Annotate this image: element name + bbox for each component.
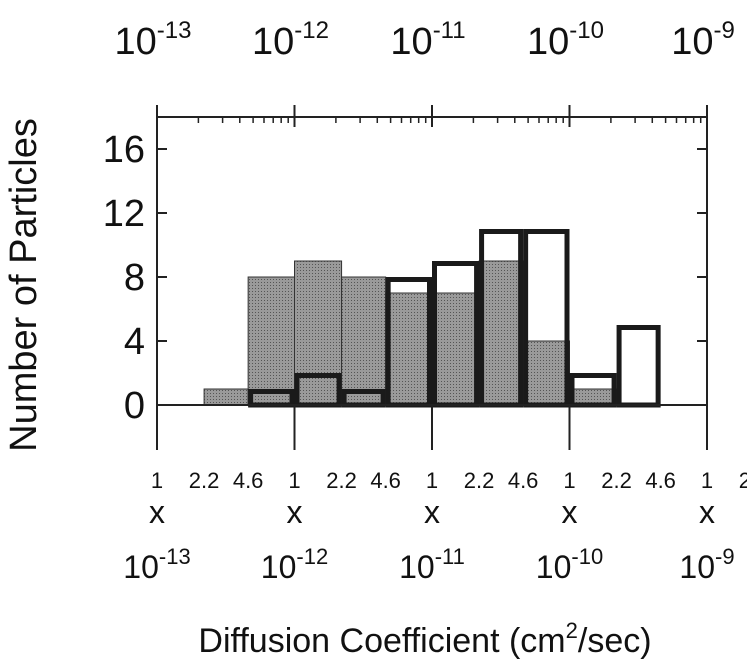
filled-bar <box>203 388 249 406</box>
filled-bar <box>341 276 387 406</box>
bottom-power-label: 10-11 <box>399 544 465 585</box>
top-tick-exponent: -13 <box>157 17 192 44</box>
y-tick-label: 12 <box>103 193 145 235</box>
top-x-tick-labels: 10-13 10-12 10-11 10-10 10-9 <box>115 17 735 63</box>
bottom-power-label: 10-12 <box>261 544 328 585</box>
y-tick-label: 16 <box>103 129 145 171</box>
bottom-multiplier-label: 1 <box>151 468 163 493</box>
top-tick-label: 10-9 <box>671 17 735 63</box>
top-tick-label: 10-10 <box>527 17 604 63</box>
bottom-multiplier-label: 1 <box>701 468 713 493</box>
y-tick-label: 8 <box>124 257 145 299</box>
bottom-power-base: 10 <box>536 549 572 585</box>
bottom-times-symbol: x <box>699 494 715 530</box>
bottom-power-base: 10 <box>399 549 435 585</box>
x-axis-label-superscript: 2 <box>566 618 578 643</box>
bottom-multiplier-label: 1 <box>563 468 575 493</box>
y-axis-label: Number of Particles <box>3 118 45 452</box>
top-tick-label: 10-12 <box>252 17 329 63</box>
bottom-power-label: 10-9 <box>679 544 734 585</box>
bottom-power-exponent: -12 <box>296 544 328 569</box>
axes <box>156 105 708 450</box>
y-tick-label: 4 <box>124 321 145 363</box>
bottom-power-exponent: -10 <box>571 544 603 569</box>
bottom-multiplier-label: 4.6 <box>233 468 264 493</box>
bottom-multiplier-label: 4.6 <box>370 468 401 493</box>
bottom-power-label: 10-13 <box>123 544 190 585</box>
top-tick-label: 10-11 <box>390 17 465 63</box>
filled-bar-series <box>203 260 618 406</box>
bottom-times-symbol: x <box>149 494 165 530</box>
bottom-multiplier-label: 2.2 <box>739 468 747 493</box>
y-tick-labels: 0 4 8 12 16 <box>103 129 707 427</box>
bottom-multiplier-label: 1 <box>288 468 300 493</box>
y-tick-label: 0 <box>124 385 145 427</box>
filled-bar <box>522 340 571 406</box>
filled-bar <box>431 292 480 406</box>
filled-bar <box>478 260 524 406</box>
top-tick-exponent: -9 <box>713 17 734 44</box>
bottom-multiplier-label: 2.2 <box>601 468 632 493</box>
top-tick-base: 10 <box>527 21 569 63</box>
bottom-power-label: 10-10 <box>536 544 603 585</box>
x-axis-label-main: Diffusion Coefficient (cm <box>198 622 565 660</box>
bottom-x-tick-labels: 12.24.612.24.612.24.612.24.612.2x10-13x1… <box>123 468 747 585</box>
x-axis-label: Diffusion Coefficient (cm2/sec) <box>198 618 651 660</box>
bottom-times-symbol: x <box>287 494 303 530</box>
filled-bar <box>385 292 433 406</box>
bottom-power-base: 10 <box>679 549 715 585</box>
bottom-times-symbol: x <box>424 494 440 530</box>
top-tick-base: 10 <box>671 21 713 63</box>
bottom-power-exponent: -9 <box>715 544 735 569</box>
filled-bar <box>247 276 295 406</box>
bottom-power-exponent: -11 <box>435 544 465 569</box>
top-tick-exponent: -12 <box>294 17 329 44</box>
bottom-multiplier-label: 2.2 <box>326 468 357 493</box>
bottom-power-base: 10 <box>261 549 297 585</box>
top-tick-label: 10-13 <box>115 17 192 63</box>
bottom-power-exponent: -13 <box>159 544 191 569</box>
bottom-multiplier-label: 4.6 <box>508 468 539 493</box>
x-axis-label-end: /sec) <box>578 622 652 660</box>
bottom-multiplier-label: 4.6 <box>645 468 676 493</box>
bottom-multiplier-label: 2.2 <box>189 468 220 493</box>
filled-bar <box>294 260 343 406</box>
top-tick-base: 10 <box>252 21 294 63</box>
top-tick-base: 10 <box>390 21 432 63</box>
top-tick-exponent: -10 <box>569 17 604 44</box>
top-tick-base: 10 <box>115 21 157 63</box>
bottom-power-base: 10 <box>123 549 159 585</box>
bottom-multiplier-label: 1 <box>426 468 438 493</box>
bottom-multiplier-label: 2.2 <box>464 468 495 493</box>
bottom-times-symbol: x <box>562 494 578 530</box>
top-tick-exponent: -11 <box>433 17 466 44</box>
